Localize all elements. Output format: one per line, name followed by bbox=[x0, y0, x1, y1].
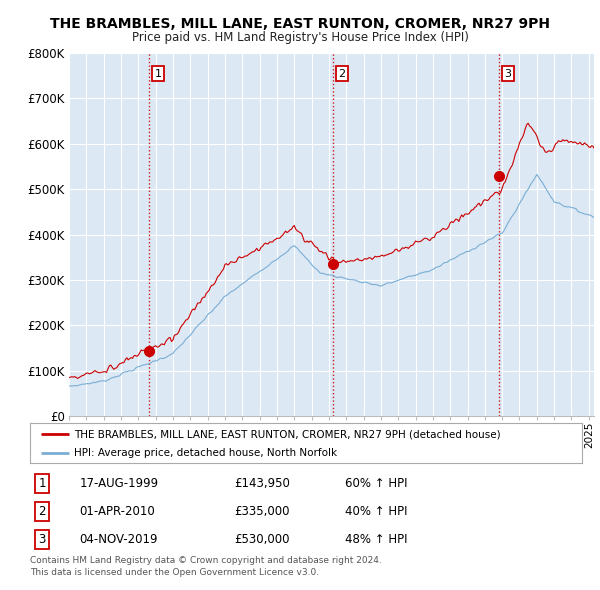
Text: 60% ↑ HPI: 60% ↑ HPI bbox=[344, 477, 407, 490]
Text: 48% ↑ HPI: 48% ↑ HPI bbox=[344, 533, 407, 546]
Text: HPI: Average price, detached house, North Norfolk: HPI: Average price, detached house, Nort… bbox=[74, 448, 337, 458]
Text: £530,000: £530,000 bbox=[234, 533, 290, 546]
Text: Contains HM Land Registry data © Crown copyright and database right 2024.
This d: Contains HM Land Registry data © Crown c… bbox=[30, 556, 382, 576]
Text: Price paid vs. HM Land Registry's House Price Index (HPI): Price paid vs. HM Land Registry's House … bbox=[131, 31, 469, 44]
Text: 04-NOV-2019: 04-NOV-2019 bbox=[80, 533, 158, 546]
Text: THE BRAMBLES, MILL LANE, EAST RUNTON, CROMER, NR27 9PH (detached house): THE BRAMBLES, MILL LANE, EAST RUNTON, CR… bbox=[74, 430, 501, 440]
Text: 1: 1 bbox=[154, 68, 161, 78]
Text: 2: 2 bbox=[38, 505, 46, 518]
Text: THE BRAMBLES, MILL LANE, EAST RUNTON, CROMER, NR27 9PH: THE BRAMBLES, MILL LANE, EAST RUNTON, CR… bbox=[50, 17, 550, 31]
Text: 40% ↑ HPI: 40% ↑ HPI bbox=[344, 505, 407, 518]
Text: 3: 3 bbox=[38, 533, 46, 546]
Text: £335,000: £335,000 bbox=[234, 505, 290, 518]
Text: 3: 3 bbox=[505, 68, 512, 78]
Text: £143,950: £143,950 bbox=[234, 477, 290, 490]
Text: 2: 2 bbox=[338, 68, 346, 78]
Text: 01-APR-2010: 01-APR-2010 bbox=[80, 505, 155, 518]
Text: 17-AUG-1999: 17-AUG-1999 bbox=[80, 477, 159, 490]
Text: 1: 1 bbox=[38, 477, 46, 490]
